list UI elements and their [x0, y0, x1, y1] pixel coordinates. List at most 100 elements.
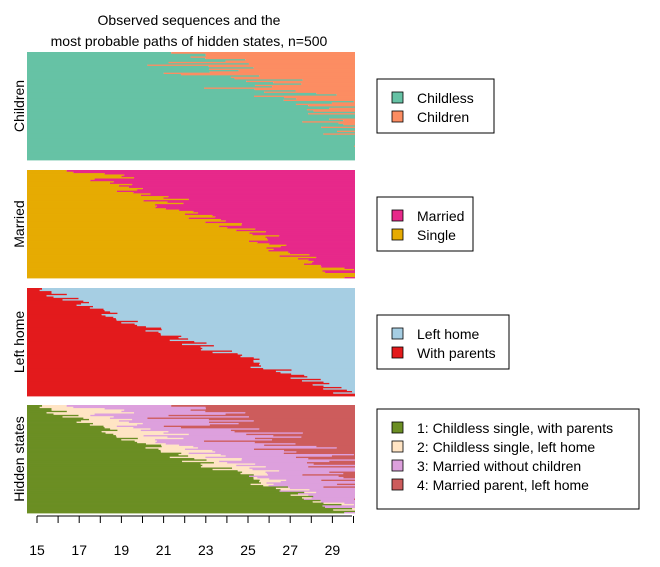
sequence-cell: [27, 348, 201, 351]
sequence-cell: [301, 379, 355, 382]
sequence-cell: [27, 232, 250, 234]
sequence-cell: [163, 72, 355, 74]
sequence-cell: [113, 433, 189, 436]
sequence-cell: [27, 390, 353, 393]
sequence-cell: [27, 445, 162, 448]
sequence-cell: [27, 313, 102, 316]
sequence-cell: [143, 434, 274, 437]
sequence-cell: [27, 83, 302, 85]
panel-0: Children: [11, 52, 355, 161]
sequence-cell: [227, 226, 355, 229]
sequence-cell: [27, 394, 355, 397]
sequence-cell: [225, 454, 332, 457]
sequence-cell: [27, 456, 170, 459]
sequence-cell: [295, 442, 355, 445]
sequence-cell: [27, 115, 355, 118]
sequence-cell: [27, 327, 162, 329]
sequence-cell: [204, 87, 355, 89]
sequence-cell: [27, 70, 210, 73]
sequence-cell: [104, 309, 355, 312]
sequence-cell: [132, 183, 355, 186]
sequence-cell: [27, 58, 246, 61]
sequence-cell: [245, 58, 355, 61]
sequence-cell: [27, 312, 118, 315]
sequence-cell: [73, 171, 355, 174]
legend-label: 2: Childless single, left home: [417, 439, 595, 455]
sequence-cell: [336, 93, 355, 96]
sequence-cell: [353, 268, 355, 271]
sequence-cell: [197, 211, 355, 214]
sequence-cell: [53, 413, 95, 415]
sequence-cell: [209, 423, 355, 426]
sequence-cell: [188, 452, 284, 454]
sequence-cell: [27, 153, 355, 155]
channel-legends: Childless Children Married Single Left home W…: [376, 78, 640, 510]
sequence-cell: [27, 180, 114, 183]
sequence-cell: [27, 236, 266, 238]
sequence-cell: [27, 426, 105, 429]
sequence-cell: [27, 142, 355, 145]
sequence-cell: [227, 461, 307, 464]
sequence-cell: [284, 449, 355, 452]
sequence-cell: [249, 467, 355, 469]
sequence-cell: [27, 103, 296, 106]
sequence-cell: [27, 244, 287, 246]
sequence-cell: [27, 198, 189, 201]
sequence-cell: [204, 440, 355, 442]
sequence-cell: [147, 417, 355, 419]
sequence-cell: [241, 457, 309, 460]
sequence-cell: [27, 111, 355, 114]
sequence-cell: [27, 61, 169, 64]
sequence-cell: [27, 155, 355, 158]
sequence-cell: [27, 151, 355, 154]
sequence-cell: [296, 450, 355, 453]
sequence-cell: [325, 506, 355, 508]
sequence-cell: [268, 484, 355, 487]
sequence-cell: [27, 429, 118, 432]
sequence-cell: [27, 298, 63, 301]
sequence-cell: [181, 335, 355, 337]
sequence-cell: [286, 479, 322, 481]
sequence-cell: [27, 350, 233, 352]
sequence-cell: [181, 452, 189, 454]
sequence-cell: [253, 476, 258, 479]
sequence-cell: [81, 419, 119, 422]
sequence-cell: [320, 264, 355, 267]
sequence-cell: [27, 242, 270, 245]
sequence-cell: [27, 477, 254, 480]
sequence-cell: [27, 157, 355, 160]
legend-box: [376, 408, 640, 510]
sequence-cell: [232, 350, 355, 352]
sequence-cell: [27, 238, 268, 241]
sequence-cell: [253, 356, 355, 359]
x-tick-label: 23: [198, 542, 214, 558]
sequence-cell: [109, 417, 148, 419]
sequence-cell: [234, 77, 355, 80]
sequence-cell: [27, 437, 138, 440]
sequence-cell: [205, 221, 355, 224]
sequence-cell: [27, 471, 243, 473]
sequence-cell: [83, 417, 110, 419]
sequence-cell: [165, 207, 355, 210]
sequence-cell: [254, 95, 355, 97]
sequence-cell: [27, 219, 226, 222]
sequence-cell: [254, 88, 355, 91]
sequence-cell: [42, 288, 355, 290]
sequence-cell: [27, 359, 254, 362]
sequence-cell: [27, 363, 260, 366]
sequence-cell: [137, 437, 184, 440]
sequence-cell: [27, 410, 67, 413]
sequence-cell: [89, 306, 356, 309]
sequence-cell: [27, 77, 235, 80]
x-tick-label: 17: [71, 542, 87, 558]
sequence-cell: [27, 496, 302, 499]
sequence-cell: [89, 301, 356, 304]
sequence-cell: [338, 122, 355, 124]
sequence-cell: [188, 217, 355, 219]
sequence-cell: [161, 328, 355, 331]
sequence-cell: [183, 202, 355, 205]
sequence-cell: [253, 66, 355, 69]
sequence-cell: [254, 437, 355, 440]
sequence-cell: [279, 255, 355, 257]
sequence-cell: [344, 267, 355, 269]
